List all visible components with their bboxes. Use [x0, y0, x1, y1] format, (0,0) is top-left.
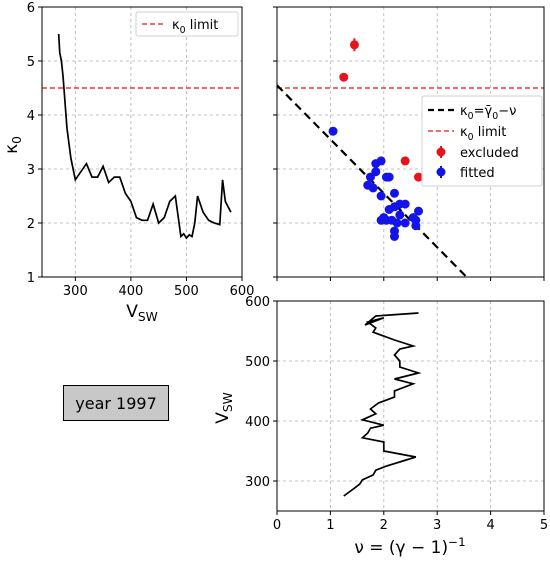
x-tick-label: 500: [174, 284, 199, 299]
y-tick-label: 3: [27, 163, 35, 178]
y-tick-label: 300: [245, 475, 270, 490]
year-annotation: year 1997: [63, 385, 169, 421]
excluded-point: [349, 40, 359, 50]
fitted-point: [389, 188, 399, 198]
x-tick-label: 0: [273, 518, 281, 533]
fitted-point: [414, 206, 424, 216]
excluded-point: [414, 172, 424, 182]
y-axis-label: κ0: [2, 136, 24, 154]
legend-excluded-swatch: [436, 147, 446, 157]
plot-frame: [41, 6, 243, 278]
plot-frame: [276, 300, 545, 512]
legend-fitted-swatch: [436, 167, 446, 177]
fitted-point: [400, 199, 410, 209]
y-tick-label: 600: [245, 295, 270, 310]
vsw-series-line: [343, 312, 422, 497]
x-axis-label: VSW: [126, 302, 158, 324]
plot-frame: [276, 6, 545, 278]
fitted-point: [376, 156, 386, 166]
y-tick-label: 6: [27, 1, 35, 16]
x-tick-label: 5: [540, 518, 548, 533]
y-tick-label: 2: [27, 217, 35, 232]
legend-box: [135, 11, 239, 37]
legend-excluded-label: excluded: [460, 146, 519, 161]
x-axis-label: ν = (γ − 1)−1: [354, 535, 465, 558]
x-tick-label: 1: [326, 518, 334, 533]
y-tick-label: 4: [27, 109, 35, 124]
fitted-point: [392, 218, 402, 228]
y-axis-label: VSW: [213, 392, 235, 424]
legend-fit-label: κ0=γ̄0−ν: [460, 104, 516, 122]
x-tick-label: 4: [486, 518, 494, 533]
excluded-point: [400, 156, 410, 166]
fitted-point: [363, 180, 373, 190]
fitted-point: [411, 215, 421, 225]
fitted-point: [376, 191, 386, 201]
x-tick-label: 3: [433, 518, 441, 533]
legend-kappa-limit-label: κ0 limit: [460, 125, 506, 143]
fitted-point: [328, 126, 338, 136]
panel-kappa-vs-nu: κ0=γ̄0−ν κ0 limit excluded fitted: [273, 6, 545, 281]
y-tick-label: 1: [27, 271, 35, 286]
x-tick-label: 2: [380, 518, 388, 533]
kappa-series-line: [57, 33, 232, 240]
legend-fitted-label: fitted: [460, 166, 495, 181]
panel-vsw-vs-nu: 0 1 2 3 4 5 300 400 500 600 ν = (γ − 1)−1 VSW: [213, 295, 548, 558]
fitted-point: [389, 232, 399, 241]
fitted-point: [395, 210, 405, 220]
fitted-point: [400, 218, 410, 228]
x-tick-label: 300: [63, 284, 88, 299]
panel-kappa-vs-vsw: 300 400 500 600 1 2 3 4 5 6 VSW κ0 κ0 limit: [2, 1, 254, 324]
legend-kappa-limit-label: κ0 limit: [172, 18, 218, 36]
fitted-point: [365, 172, 375, 182]
legend-box: [421, 95, 543, 187]
excluded-point: [339, 72, 349, 82]
x-tick-label: 600: [230, 284, 255, 299]
fitted-point: [381, 172, 391, 182]
fitted-point: [384, 205, 394, 214]
y-tick-label: 5: [27, 55, 35, 70]
y-tick-label: 500: [245, 355, 270, 370]
x-tick-label: 400: [118, 284, 143, 299]
y-tick-label: 400: [245, 415, 270, 430]
